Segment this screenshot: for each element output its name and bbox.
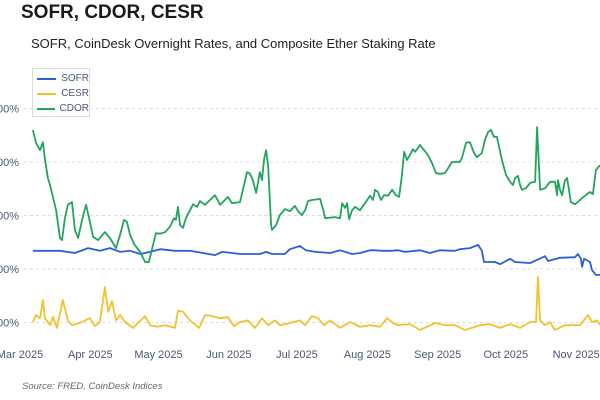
- x-tick-label: Oct 2025: [483, 349, 528, 361]
- series-lines: [32, 126, 600, 331]
- legend-swatch: [37, 77, 57, 80]
- chart-title: SOFR, CDOR, CESR: [21, 2, 204, 23]
- y-tick-label: 6.00%: [0, 157, 19, 169]
- y-tick-label: 3.00%: [0, 318, 19, 330]
- legend-item-cesr[interactable]: CESR: [33, 87, 89, 100]
- x-tick-label: Sep 2025: [414, 349, 461, 361]
- x-tick-label: Nov 2025: [553, 349, 600, 361]
- x-tick-label: Aug 2025: [344, 349, 391, 361]
- y-tick-label: 4.00%: [0, 264, 19, 276]
- legend-item-cdor[interactable]: CDOR: [33, 102, 89, 115]
- source-note: Source: FRED, CoinDesk Indices: [22, 381, 163, 392]
- x-tick-label: Apr 2025: [68, 349, 113, 361]
- x-tick-label: May 2025: [134, 349, 182, 361]
- series-line-cdor: [32, 126, 600, 263]
- x-tick-label: Jul 2025: [276, 349, 318, 361]
- legend: SOFR CESR CDOR: [32, 68, 90, 117]
- legend-label: CESR: [61, 88, 89, 99]
- y-tick-label: 7.00%: [0, 104, 19, 116]
- legend-swatch: [37, 92, 57, 95]
- y-tick-label: 5.00%: [0, 211, 19, 223]
- x-tick-label: Mar 2025: [0, 349, 43, 361]
- x-tick-label: Jun 2025: [206, 349, 251, 361]
- x-axis-ticks: Mar 2025 Apr 2025 May 2025 Jun 2025 Jul 2025…: [0, 349, 600, 361]
- legend-label: SOFR: [61, 73, 89, 84]
- legend-label: CDOR: [59, 103, 89, 114]
- legend-swatch: [37, 107, 55, 110]
- chart-subtitle: SOFR, CoinDesk Overnight Rates, and Comp…: [31, 36, 436, 51]
- y-axis-ticks: 7.00% 6.00% 5.00% 4.00% 3.00%: [0, 104, 19, 330]
- series-line-sofr: [32, 244, 600, 276]
- legend-item-sofr[interactable]: SOFR: [33, 72, 89, 85]
- gridlines: [24, 108, 600, 323]
- series-line-cesr: [32, 276, 600, 331]
